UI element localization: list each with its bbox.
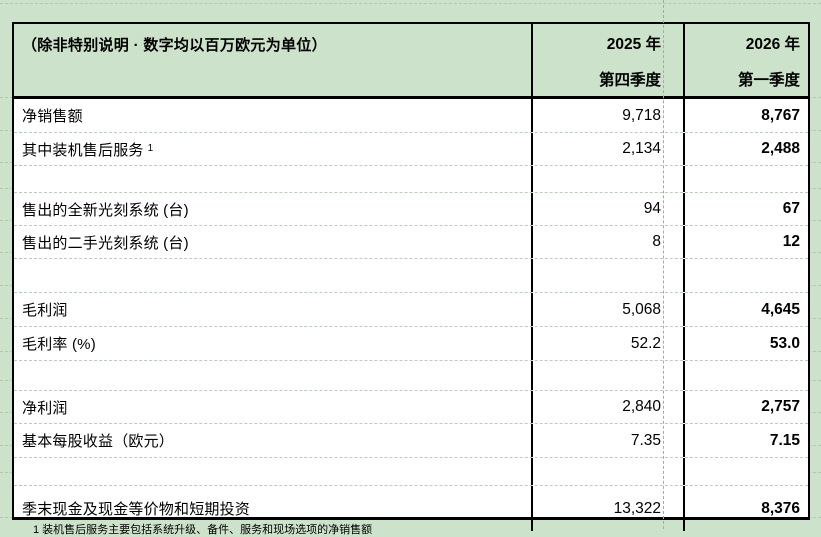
value-2025-q4: 7.35 <box>531 424 683 457</box>
value-2026-q1 <box>683 458 808 485</box>
value-2025-q4 <box>531 361 683 390</box>
value-2026-q1 <box>683 259 808 292</box>
value-2026-q1: 2,488 <box>683 133 808 165</box>
row-label: 毛利率 (%) <box>22 336 96 353</box>
value-2025-q4 <box>531 458 683 485</box>
value-2026-q1 <box>683 361 808 390</box>
row-label: 净销售额 <box>22 108 83 125</box>
table-body: 净销售额 9,718 8,767 其中装机售后服务 1 2,134 2,488 售出的全新光刻… <box>14 99 808 531</box>
value-2026-q1: 7.15 <box>683 424 808 457</box>
row-label: 毛利润 <box>22 302 68 319</box>
value-2026-q1: 67 <box>683 193 808 225</box>
row-label <box>14 361 531 390</box>
row-label <box>14 458 531 485</box>
print-page-break-line <box>663 0 664 529</box>
value-2025-q4: 2,134 <box>531 133 683 165</box>
table-header-row: （除非特别说明 · 数字均以百万欧元为单位） 2025 年 第四季度 2026 … <box>14 24 808 99</box>
financial-results-table: （除非特别说明 · 数字均以百万欧元为单位） 2025 年 第四季度 2026 … <box>12 22 810 531</box>
header-year-2026: 2026 年 <box>745 36 800 53</box>
row-label <box>14 259 531 292</box>
row-label: 售出的二手光刻系统 (台) <box>22 234 189 252</box>
value-2025-q4: 13,322 <box>531 486 683 531</box>
value-2025-q4: 94 <box>531 193 683 225</box>
row-label <box>14 166 531 192</box>
row-label: 净利润 <box>22 399 68 417</box>
table-row: 其中装机售后服务 1 2,134 2,488 <box>14 133 808 166</box>
footnote: 1 装机售后服务主要包括系统升级、备件、服务和现场选项的净销售额 <box>33 524 373 536</box>
units-note: （除非特别说明 · 数字均以百万欧元为单位） <box>22 37 327 54</box>
header-year-2025: 2025 年 <box>606 36 661 53</box>
header-quarter-q4: 第四季度 <box>598 72 661 89</box>
header-quarter-q1: 第一季度 <box>737 72 800 89</box>
value-2025-q4: 8 <box>531 226 683 258</box>
table-row: 毛利率 (%) 52.2 53.0 <box>14 327 808 361</box>
value-2025-q4: 5,068 <box>531 293 683 326</box>
value-2026-q1: 2,757 <box>683 391 808 423</box>
row-label: 基本每股收益（欧元） <box>22 433 175 450</box>
column-header-2025-q4: 2025 年 第四季度 <box>531 24 683 96</box>
row-label: 其中装机售后服务 1 <box>22 141 154 159</box>
row-label: 季末现金及现金等价物和短期投资 <box>22 501 251 518</box>
table-row: 售出的全新光刻系统 (台) 94 67 <box>14 193 808 226</box>
value-2026-q1: 8,767 <box>683 99 808 132</box>
value-2025-q4: 2,840 <box>531 391 683 423</box>
table-row-blank <box>14 458 808 486</box>
table-row-blank <box>14 166 808 193</box>
value-2026-q1 <box>683 166 808 192</box>
value-2026-q1: 53.0 <box>683 327 808 360</box>
table-row: 基本每股收益（欧元） 7.35 7.15 <box>14 424 808 458</box>
value-2025-q4: 9,718 <box>531 99 683 132</box>
column-header-2026-q1: 2026 年 第一季度 <box>683 24 808 96</box>
table-row: 售出的二手光刻系统 (台) 8 12 <box>14 226 808 259</box>
value-2025-q4 <box>531 259 683 292</box>
value-2026-q1: 8,376 <box>683 486 808 531</box>
sheet-gridline <box>0 3 821 4</box>
table-row: 毛利润 5,068 4,645 <box>14 293 808 327</box>
table-row: 净销售额 9,718 8,767 <box>14 99 808 133</box>
value-2025-q4 <box>531 166 683 192</box>
table-row: 净利润 2,840 2,757 <box>14 391 808 424</box>
table-row: 季末现金及现金等价物和短期投资 13,322 8,376 <box>14 486 808 531</box>
table-row-blank <box>14 259 808 293</box>
value-2026-q1: 4,645 <box>683 293 808 326</box>
value-2025-q4: 52.2 <box>531 327 683 360</box>
table-row-blank <box>14 361 808 391</box>
row-label: 售出的全新光刻系统 (台) <box>22 201 189 219</box>
value-2026-q1: 12 <box>683 226 808 258</box>
